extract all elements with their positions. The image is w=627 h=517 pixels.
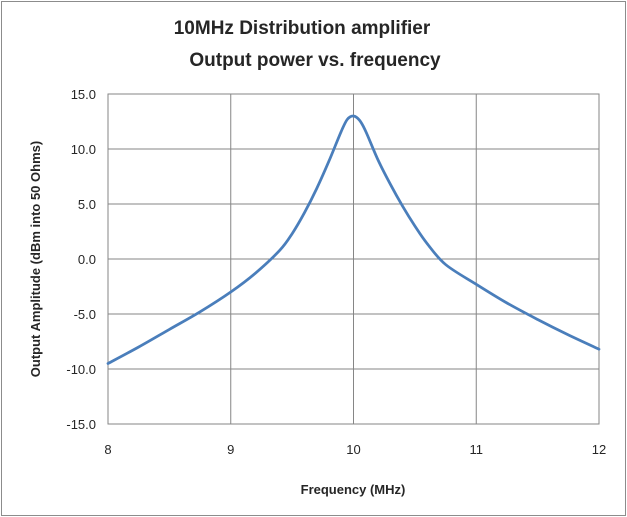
y-tick-label: 10.0 [71, 142, 96, 157]
y-tick-label: 0.0 [78, 252, 96, 267]
x-tick-label: 8 [104, 442, 111, 457]
x-tick-label: 11 [470, 442, 484, 457]
chart-title-line-2: Output power vs. frequency [189, 50, 441, 71]
x-axis-label: Frequency (MHz) [301, 482, 406, 497]
series-group [106, 114, 601, 365]
y-tick-label: -10.0 [66, 362, 96, 377]
y-tick-label: 15.0 [71, 87, 96, 102]
y-axis-label: Output Amplitude (dBm into 50 Ohms) [28, 141, 43, 377]
gridlines [108, 94, 599, 424]
x-tick-label: 9 [227, 442, 234, 457]
y-tick-label: -15.0 [66, 417, 96, 432]
series-line-0 [106, 114, 601, 365]
chart-title-line-1: 10MHz Distribution amplifier [174, 18, 431, 39]
y-tick-label: 5.0 [78, 197, 96, 212]
x-tick-label: 12 [592, 442, 606, 457]
y-axis-ticks: -15.0 -10.0 -5.0 0.0 5.0 10.0 15.0 [66, 87, 96, 432]
x-tick-label: 10 [346, 442, 360, 457]
chart-title: 10MHz Distribution amplifier Output powe… [174, 18, 441, 71]
x-axis-ticks: 8 9 10 11 12 [104, 442, 606, 457]
y-tick-label: -5.0 [74, 307, 96, 322]
